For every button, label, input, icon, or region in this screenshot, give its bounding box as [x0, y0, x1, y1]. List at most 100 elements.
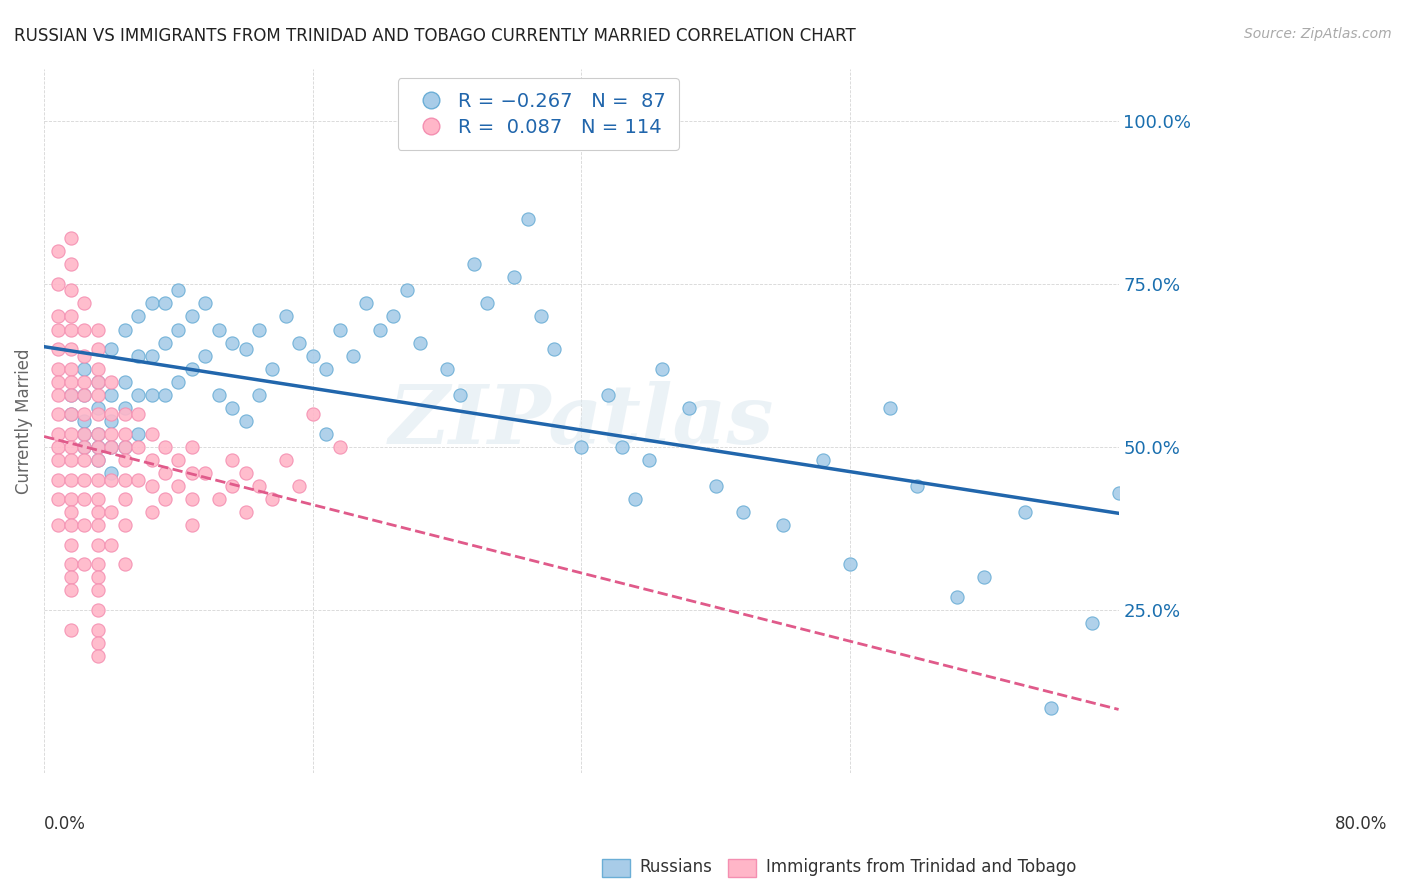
Point	[87, 453, 110, 467]
Point	[905, 479, 928, 493]
Point	[87, 388, 110, 402]
Point	[1014, 505, 1036, 519]
Point	[100, 466, 122, 480]
Point	[262, 492, 284, 507]
Point	[73, 375, 96, 389]
Point	[315, 426, 337, 441]
Point	[141, 505, 163, 519]
Point	[100, 473, 122, 487]
Point	[87, 440, 110, 454]
Point	[87, 453, 110, 467]
Point	[87, 623, 110, 637]
Point	[100, 440, 122, 454]
Point	[342, 349, 364, 363]
Point	[127, 388, 149, 402]
Text: Source: ZipAtlas.com: Source: ZipAtlas.com	[1244, 27, 1392, 41]
Point	[114, 453, 136, 467]
Text: RUSSIAN VS IMMIGRANTS FROM TRINIDAD AND TOBAGO CURRENTLY MARRIED CORRELATION CHA: RUSSIAN VS IMMIGRANTS FROM TRINIDAD AND …	[14, 27, 856, 45]
Point	[87, 375, 110, 389]
Point	[811, 453, 834, 467]
Point	[46, 244, 69, 259]
Point	[503, 270, 526, 285]
Point	[87, 518, 110, 533]
Point	[59, 570, 82, 584]
Point	[59, 518, 82, 533]
Point	[59, 375, 82, 389]
Point	[127, 440, 149, 454]
Point	[301, 407, 323, 421]
Point	[247, 479, 270, 493]
Point	[114, 473, 136, 487]
Point	[87, 648, 110, 663]
Point	[87, 570, 110, 584]
Point	[87, 558, 110, 572]
Point	[221, 479, 243, 493]
Point	[288, 335, 311, 350]
Point	[87, 473, 110, 487]
Point	[73, 440, 96, 454]
Point	[114, 426, 136, 441]
Point	[141, 479, 163, 493]
Point	[59, 257, 82, 271]
Point	[382, 310, 405, 324]
Point	[59, 473, 82, 487]
Point	[46, 407, 69, 421]
Point	[100, 414, 122, 428]
Point	[180, 440, 202, 454]
Point	[73, 473, 96, 487]
Point	[59, 284, 82, 298]
Point	[46, 322, 69, 336]
Point	[59, 310, 82, 324]
Point	[46, 453, 69, 467]
Point	[477, 296, 499, 310]
Point	[208, 492, 231, 507]
Point	[194, 349, 217, 363]
Point	[59, 322, 82, 336]
Point	[167, 453, 190, 467]
Point	[87, 401, 110, 415]
Point	[1040, 701, 1063, 715]
Point	[946, 590, 969, 604]
Point	[651, 361, 673, 376]
Point	[87, 505, 110, 519]
Point	[274, 310, 297, 324]
Point	[114, 407, 136, 421]
Point	[180, 310, 202, 324]
Point	[194, 296, 217, 310]
Point	[87, 342, 110, 356]
Point	[569, 440, 592, 454]
Point	[87, 636, 110, 650]
Point	[247, 322, 270, 336]
Text: 0.0%: 0.0%	[44, 815, 86, 833]
Point	[516, 211, 538, 226]
Point	[704, 479, 727, 493]
Point	[221, 453, 243, 467]
Point	[59, 388, 82, 402]
Point	[87, 407, 110, 421]
Point	[87, 322, 110, 336]
Point	[73, 361, 96, 376]
Point	[46, 342, 69, 356]
Point	[329, 440, 352, 454]
Point	[127, 473, 149, 487]
Point	[1108, 485, 1130, 500]
Point	[274, 453, 297, 467]
Point	[235, 414, 257, 428]
Point	[87, 492, 110, 507]
Point	[59, 505, 82, 519]
Point	[114, 440, 136, 454]
Point	[114, 492, 136, 507]
Point	[59, 623, 82, 637]
Point	[167, 322, 190, 336]
Point	[127, 426, 149, 441]
Point	[59, 361, 82, 376]
Point	[450, 388, 472, 402]
Point	[46, 473, 69, 487]
Point	[180, 518, 202, 533]
Point	[395, 284, 418, 298]
FancyBboxPatch shape	[728, 859, 756, 877]
Point	[73, 414, 96, 428]
Point	[247, 388, 270, 402]
Point	[114, 558, 136, 572]
Point	[235, 505, 257, 519]
